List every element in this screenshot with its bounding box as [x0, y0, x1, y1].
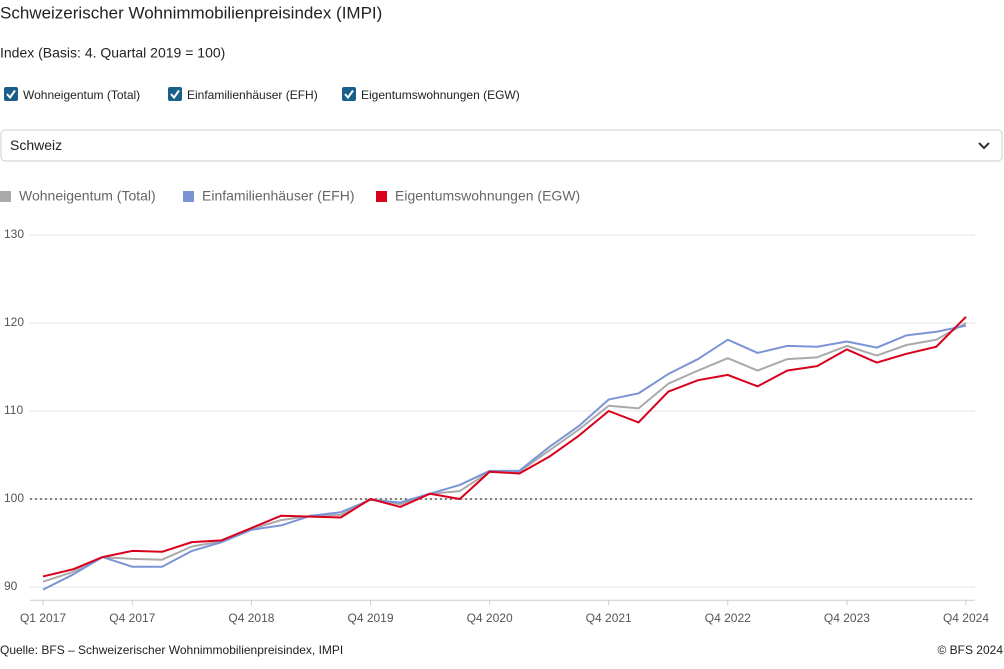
dropdown-arrow[interactable]	[978, 142, 990, 150]
y-tick-label: 120	[4, 315, 24, 329]
legend-swatch[interactable]	[376, 191, 387, 202]
checkbox[interactable]	[168, 87, 182, 101]
checkbox-label[interactable]: Eigentumswohnungen (EGW)	[361, 88, 520, 102]
dropdown[interactable]: Schweiz	[0, 129, 1003, 162]
chart-subtitle: Index (Basis: 4. Quartal 2019 = 100)	[0, 45, 225, 61]
checkbox-check[interactable]	[344, 89, 354, 100]
y-tick-label: 100	[4, 491, 24, 505]
x-tick-label: Q4 2023	[824, 611, 870, 625]
checkbox-label[interactable]: Wohneigentum (Total)	[23, 88, 140, 102]
y-tick-label: 130	[4, 227, 24, 241]
checkbox[interactable]	[4, 87, 18, 101]
copyright: © BFS 2024	[937, 643, 1003, 657]
chart-title: Schweizerischer Wohnimmobilienpreisindex…	[0, 3, 382, 22]
x-tick-label: Q4 2018	[228, 611, 274, 625]
legend-swatch[interactable]	[0, 191, 11, 202]
x-tick-label: Q4 2017	[109, 611, 155, 625]
legend-label[interactable]: Wohneigentum (Total)	[19, 188, 156, 204]
series-line	[42, 322, 967, 583]
x-tick-label: Q1 2017	[20, 611, 66, 625]
x-tick-label: Q4 2021	[586, 611, 632, 625]
x-tick-label: Q4 2019	[347, 611, 393, 625]
dropdown-value[interactable]: Schweiz	[10, 137, 62, 153]
checkbox-check[interactable]	[170, 89, 180, 100]
checkbox-check[interactable]	[6, 89, 16, 100]
checkbox[interactable]	[342, 87, 356, 101]
x-tick-label: Q4 2024	[943, 611, 989, 625]
y-tick-label: 90	[4, 579, 18, 593]
x-tick-label: Q4 2020	[467, 611, 513, 625]
x-tick-label: Q4 2022	[705, 611, 751, 625]
series-line	[42, 316, 967, 578]
legend-label[interactable]: Einfamilienhäuser (EFH)	[202, 188, 355, 204]
legend-swatch[interactable]	[183, 191, 194, 202]
checkbox-label[interactable]: Einfamilienhäuser (EFH)	[187, 88, 318, 102]
source: Quelle: BFS – Schweizerischer Wohnimmobi…	[0, 643, 343, 657]
series-line	[42, 324, 967, 591]
y-tick-label: 110	[4, 403, 23, 417]
dropdown-box[interactable]	[0, 129, 1003, 162]
legend-label[interactable]: Eigentumswohnungen (EGW)	[395, 188, 580, 204]
